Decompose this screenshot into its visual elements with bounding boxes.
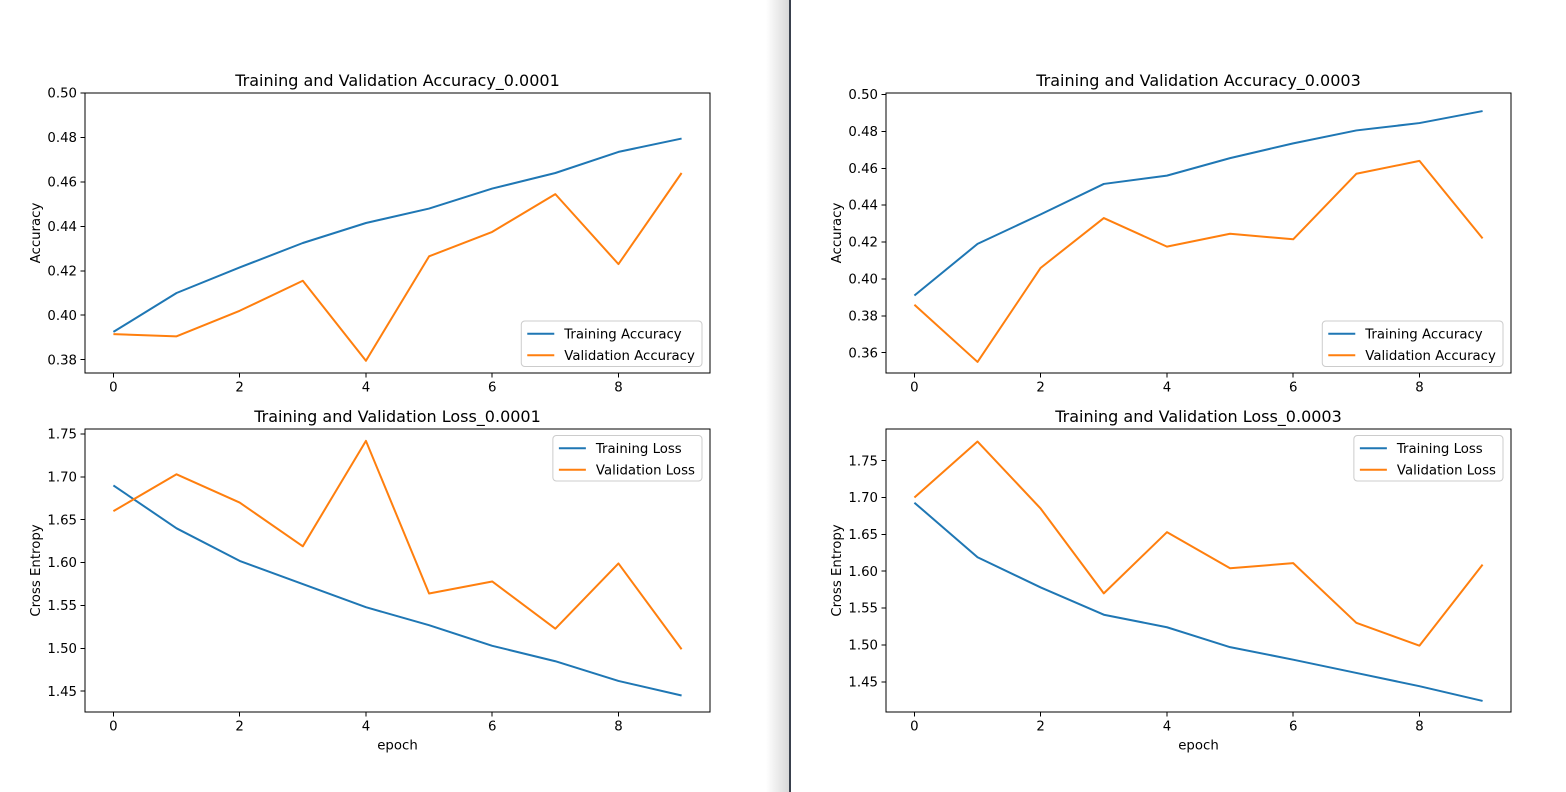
x-tick-label: 6 xyxy=(488,720,496,735)
x-tick-label: 8 xyxy=(614,720,622,735)
x-tick-label: 6 xyxy=(1289,720,1297,735)
legend-label: Training Loss xyxy=(1396,442,1483,457)
legend-frame xyxy=(520,320,703,367)
plot-border xyxy=(84,92,711,374)
legend: Training Loss Validation Loss xyxy=(552,435,703,482)
y-tick-label: 1.55 xyxy=(47,599,77,614)
x-tick-label: 4 xyxy=(362,720,370,735)
legend: Training Accuracy Validation Accuracy xyxy=(1321,320,1504,367)
x-axis-label: epoch xyxy=(377,739,418,754)
y-tick-label: 0.46 xyxy=(47,175,77,190)
legend-label: Training Accuracy xyxy=(563,327,682,342)
x-tick-label: 0 xyxy=(109,381,117,396)
y-axis-label: Accuracy xyxy=(830,203,845,264)
chart-title: Training and Validation Accuracy_0.0003 xyxy=(1035,71,1361,91)
y-tick-label: 0.40 xyxy=(848,273,878,288)
y-tick-label: 1.45 xyxy=(47,685,77,700)
y-tick-label: 0.48 xyxy=(848,125,878,140)
x-tick-label: 8 xyxy=(1415,720,1423,735)
legend-label: Validation Loss xyxy=(596,463,695,478)
y-tick-label: 0.42 xyxy=(848,236,878,251)
legend-frame xyxy=(1321,320,1504,367)
x-tick-label: 2 xyxy=(1036,381,1044,396)
y-tick-label: 0.50 xyxy=(47,87,77,102)
series-line-validation xyxy=(113,172,683,362)
x-tick-label: 6 xyxy=(488,381,496,396)
y-tick-label: 0.42 xyxy=(47,264,77,279)
x-tick-label: 4 xyxy=(1163,381,1171,396)
legend: Training Accuracy Validation Accuracy xyxy=(520,320,703,367)
x-tick-label: 8 xyxy=(614,381,622,396)
series-line-training xyxy=(112,484,682,697)
y-tick-label: 0.48 xyxy=(47,131,77,146)
legend-label: Training Accuracy xyxy=(1364,327,1483,342)
y-tick-label: 1.75 xyxy=(47,428,77,443)
x-tick-label: 2 xyxy=(235,720,243,735)
x-tick-label: 2 xyxy=(235,381,243,396)
x-axis-label: epoch xyxy=(1178,739,1219,754)
y-axis-label: Accuracy xyxy=(29,203,44,264)
x-tick-label: 0 xyxy=(910,720,918,735)
plot-border xyxy=(885,92,1512,374)
y-tick-label: 0.40 xyxy=(47,309,77,324)
series-line-training xyxy=(913,110,1483,297)
y-tick-label: 1.60 xyxy=(848,565,878,580)
x-tick-label: 0 xyxy=(109,720,117,735)
x-tick-label: 4 xyxy=(1163,720,1171,735)
y-tick-label: 0.50 xyxy=(848,88,878,103)
y-tick-label: 1.65 xyxy=(47,513,77,528)
y-axis-label: Cross Entropy xyxy=(830,524,845,616)
y-tick-label: 1.70 xyxy=(848,491,878,506)
legend-label: Validation Accuracy xyxy=(564,349,695,364)
series-line-training xyxy=(112,137,682,333)
y-tick-label: 1.75 xyxy=(848,454,878,469)
chart-title: Training and Validation Accuracy_0.0001 xyxy=(234,71,560,91)
x-tick-label: 0 xyxy=(910,381,918,396)
chart-title: Training and Validation Loss_0.0001 xyxy=(253,407,541,427)
y-axis-label: Cross Entropy xyxy=(29,524,44,616)
y-tick-label: 1.45 xyxy=(848,675,878,690)
legend: Training Loss Validation Loss xyxy=(1353,435,1504,482)
y-tick-label: 1.70 xyxy=(47,470,77,485)
y-tick-label: 0.46 xyxy=(848,162,878,177)
y-tick-label: 0.36 xyxy=(848,346,878,361)
y-tick-label: 0.44 xyxy=(848,199,878,214)
x-tick-label: 2 xyxy=(1036,720,1044,735)
chart-title: Training and Validation Loss_0.0003 xyxy=(1054,407,1342,427)
y-tick-label: 1.55 xyxy=(848,602,878,617)
x-tick-label: 6 xyxy=(1289,381,1297,396)
y-tick-label: 1.50 xyxy=(848,639,878,654)
series-line-validation xyxy=(913,440,1484,647)
series-line-validation xyxy=(112,439,683,650)
x-tick-label: 4 xyxy=(362,381,370,396)
series-line-training xyxy=(913,501,1483,702)
y-tick-label: 0.44 xyxy=(47,220,77,235)
legend-label: Validation Accuracy xyxy=(1365,349,1496,364)
x-tick-label: 8 xyxy=(1415,381,1423,396)
y-tick-label: 0.38 xyxy=(848,309,878,324)
plot-border xyxy=(885,428,1512,713)
y-tick-label: 0.38 xyxy=(47,353,77,368)
legend-label: Training Loss xyxy=(595,442,682,457)
legend-frame xyxy=(552,435,703,482)
y-tick-label: 1.60 xyxy=(47,556,77,571)
legend-frame xyxy=(1353,435,1504,482)
y-tick-label: 1.65 xyxy=(848,528,878,543)
y-tick-label: 1.50 xyxy=(47,642,77,657)
series-line-validation xyxy=(913,159,1484,363)
plot-border xyxy=(84,428,711,713)
legend-label: Validation Loss xyxy=(1397,463,1496,478)
